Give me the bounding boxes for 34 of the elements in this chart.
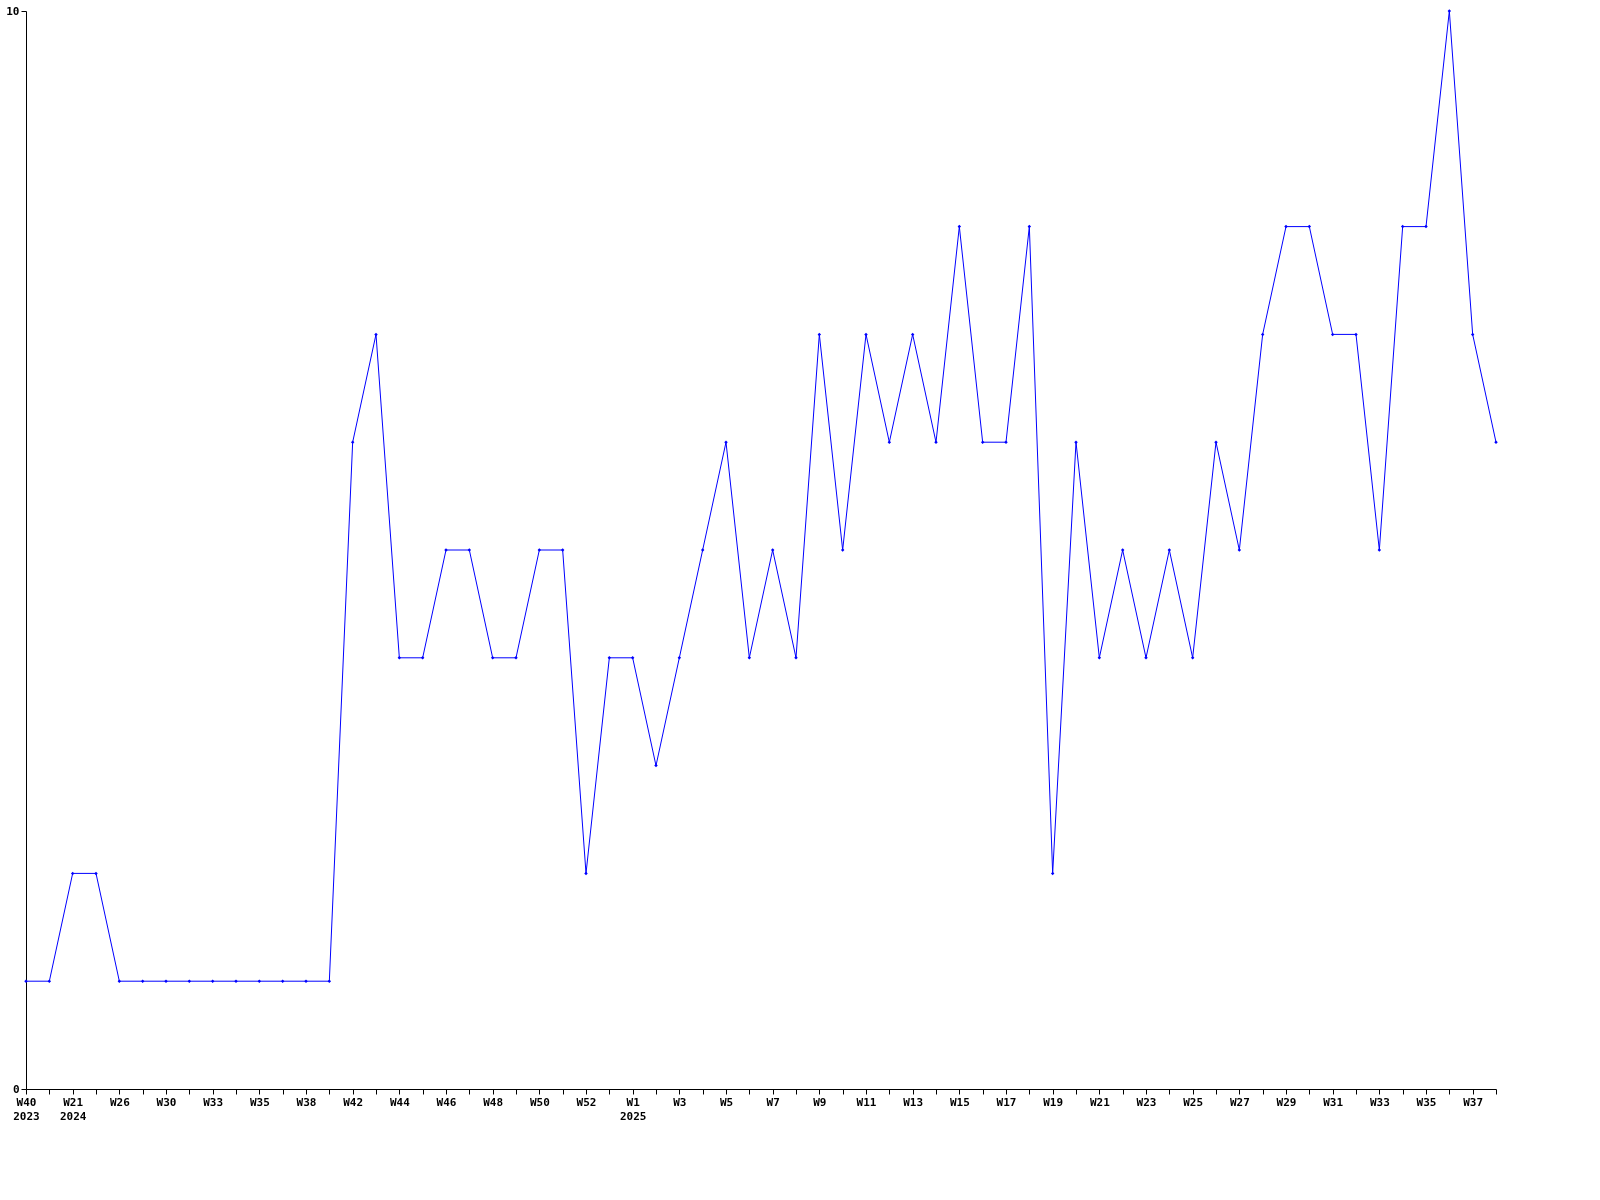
x-tick-label: W11: [856, 1095, 877, 1109]
x-tick-label: W42: [343, 1095, 364, 1109]
x-tick-label: W17: [996, 1095, 1017, 1109]
x-tick-label: W1 2025: [619, 1095, 647, 1123]
x-tick-label: W33: [203, 1095, 224, 1109]
x-tick-label: W29: [1276, 1095, 1297, 1109]
x-tick-label: W33: [1369, 1095, 1390, 1109]
x-tick-label: W9: [813, 1095, 827, 1109]
x-tick-label: W44: [389, 1095, 411, 1109]
x-tick-label: W35: [1416, 1095, 1437, 1109]
x-tick-label: W21: [1089, 1095, 1111, 1109]
x-tick-label: W3: [673, 1095, 687, 1109]
x-tick-label: W35: [249, 1095, 270, 1109]
y-tick-label: 0: [12, 1082, 20, 1096]
x-tick-label: W50: [529, 1095, 550, 1109]
x-tick-label: W5: [719, 1095, 734, 1109]
x-tick-label: W25: [1183, 1095, 1204, 1109]
x-tick-label: W13: [903, 1095, 924, 1109]
x-tick-label: W30: [156, 1095, 177, 1109]
y-tick-label: 10: [6, 4, 20, 18]
x-tick-label: W26: [109, 1095, 131, 1109]
x-tick-label: W52: [576, 1095, 597, 1109]
x-tick-label: W27: [1229, 1095, 1250, 1109]
x-tick-label: W7: [766, 1095, 780, 1109]
x-tick-label: W21 2024: [59, 1095, 87, 1123]
x-tick-label: W19: [1043, 1095, 1064, 1109]
x-tick-label: W48: [483, 1095, 504, 1109]
x-tick-label: W38: [296, 1095, 317, 1109]
x-tick-label: W31: [1323, 1095, 1344, 1109]
x-tick-label: W15: [949, 1095, 970, 1109]
x-tick-label: W23: [1136, 1095, 1157, 1109]
x-tick-label: W40 2023: [13, 1095, 40, 1123]
x-tick-label: W37: [1463, 1095, 1484, 1109]
x-tick-label: W46: [436, 1095, 457, 1109]
